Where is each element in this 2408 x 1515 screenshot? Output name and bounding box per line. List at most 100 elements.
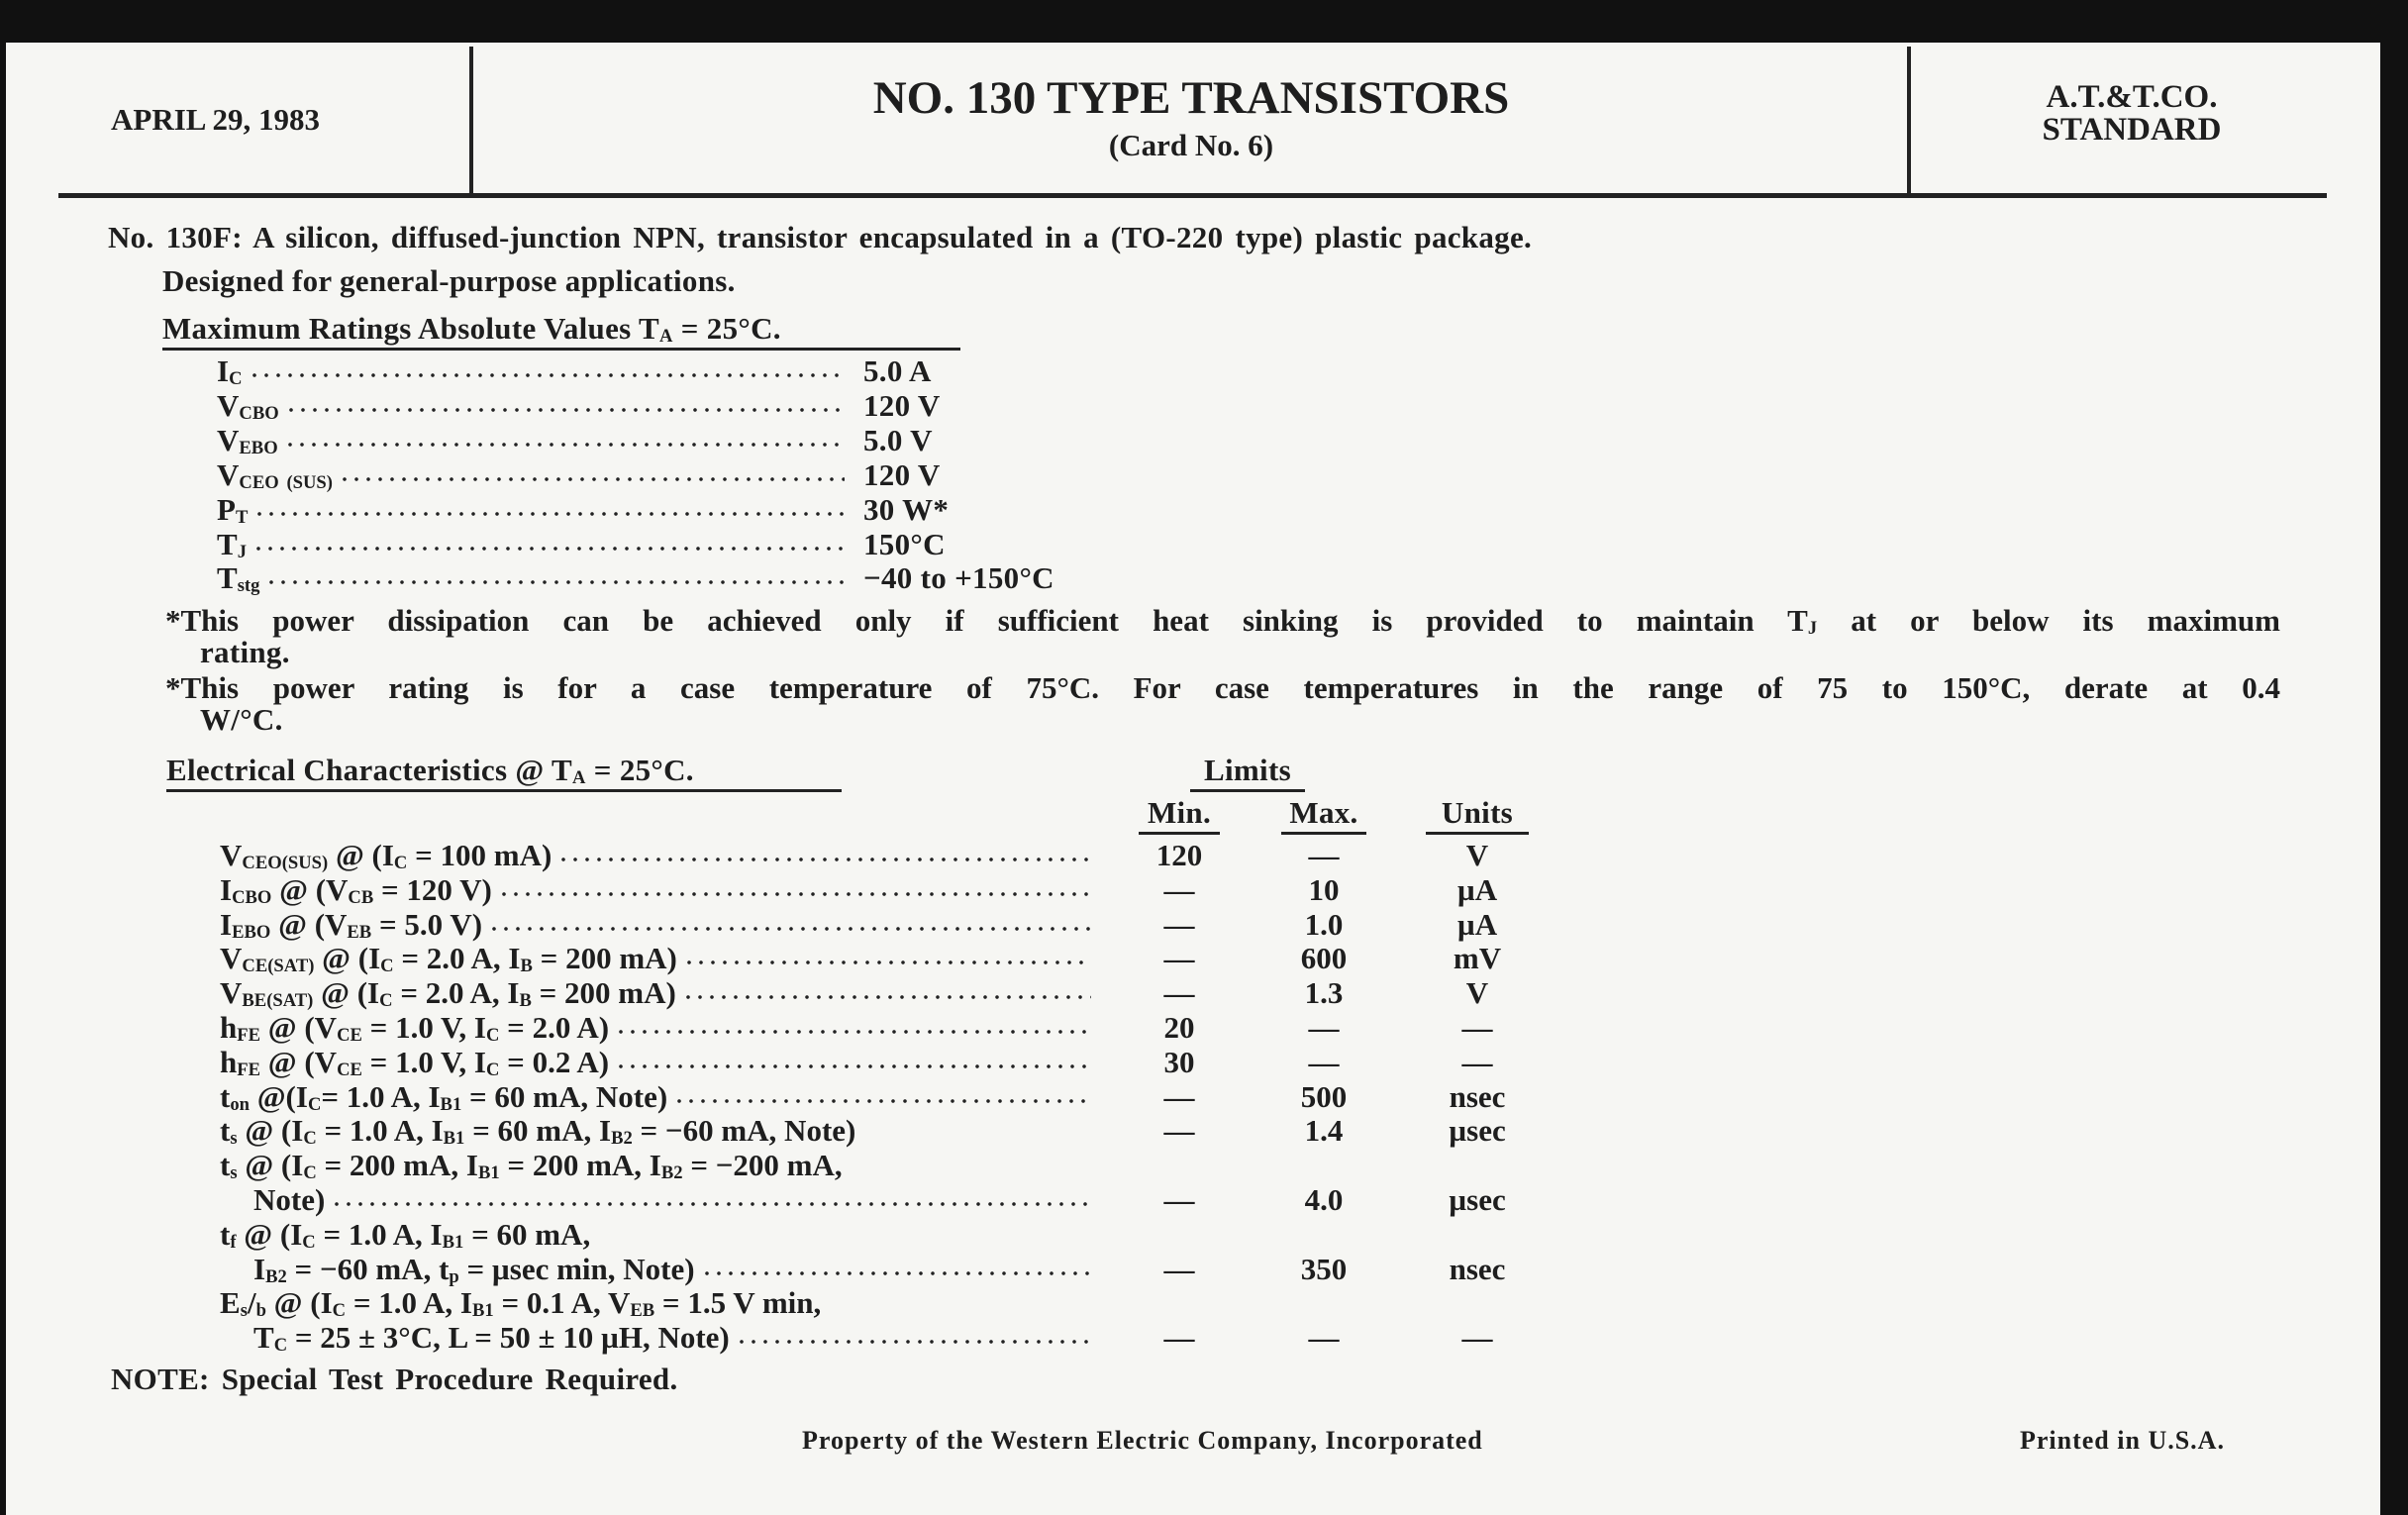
electrical-row-label: Note) [253,1182,1097,1217]
units-value: — [1461,1320,1493,1356]
rating-row: PT [217,492,851,527]
dot-leader [338,474,845,483]
rating-value: 30 W* [863,491,950,527]
max-value: — [1308,1044,1340,1079]
rating-value: 120 V [863,387,941,423]
rating-row: VCEO (SUS) [217,457,851,492]
max-value: 4.0 [1304,1182,1344,1217]
max-value: 1.4 [1304,1113,1344,1149]
intro-line-2: Designed for general-purpose application… [162,263,736,298]
rating-row: VCBO [217,388,851,423]
rating-parameter: Tstg [217,560,260,597]
max-column-header: Max. [1281,795,1366,835]
parameter-text: Es/b @ (IC = 1.0 A, IB1 = 0.1 A, VEB = 1… [220,1285,822,1322]
dot-leader [615,1028,1091,1036]
electrical-heading: Electrical Characteristics @ TA = 25°C. [166,753,842,792]
rating-row: Tstg [217,560,851,595]
dot-leader [284,405,845,414]
min-value: — [1163,1113,1195,1149]
rating-row: VEBO [217,423,851,457]
min-value: — [1163,975,1195,1011]
footnote-1-line-1: *This power dissipation can be achieved … [165,603,2280,639]
parameter-text: IB2 = −60 mA, tp = µsec min, Note) [253,1251,695,1287]
units-value: µsec [1449,1113,1506,1149]
max-ratings-heading: Maximum Ratings Absolute Values TA = 25°… [162,311,960,351]
rating-value: 120 V [863,456,941,492]
dot-leader [283,440,845,449]
rating-parameter: TJ [217,526,247,562]
dot-leader [331,1200,1091,1208]
electrical-row-label: hFE @ (VCE = 1.0 V, IC = 0.2 A) [220,1045,1097,1079]
parameter-text: Note) [253,1182,326,1217]
test-note: NOTE: Special Test Procedure Required. [111,1362,678,1396]
dot-leader [682,959,1091,967]
footnote-2-line-2: W/°C. [200,702,283,737]
parameter-text: ton @(IC= 1.0 A, IB1 = 60 mA, Note) [220,1078,668,1115]
parameter-text: IEBO @ (VEB = 5.0 V) [220,906,483,943]
min-value: 120 [1155,838,1203,872]
parameter-text: tf @ (IC = 1.0 A, IB1 = 60 mA, [220,1216,591,1253]
parameter-text: VBE(SAT) @ (IC = 2.0 A, IB = 200 mA) [220,975,676,1011]
electrical-row-label: ts @ (IC = 1.0 A, IB1 = 60 mA, IB2 = −60… [220,1113,1097,1148]
parameter-text: TC = 25 ± 3°C, L = 50 ± 10 µH, Note) [253,1320,730,1356]
units-value: µA [1456,906,1498,942]
electrical-row-label: ICBO @ (VCB = 120 V) [220,872,1097,907]
dot-leader [681,993,1091,1002]
rating-value: 5.0 A [863,354,932,388]
rating-parameter: VCBO [217,387,279,424]
parameter-text: VCEO(SUS) @ (IC = 100 mA) [220,838,552,873]
min-value: 20 [1163,1010,1195,1045]
rating-value: −40 to +150°C [863,560,1054,596]
min-value: — [1163,1320,1195,1356]
header-divider [469,47,473,195]
units-value: — [1461,1044,1493,1079]
electrical-row-label: IEBO @ (VEB = 5.0 V) [220,907,1097,942]
electrical-row-label: ts @ (IC = 200 mA, IB1 = 200 mA, IB2 = −… [220,1148,1097,1182]
electrical-row-label: ton @(IC= 1.0 A, IB1 = 60 mA, Note) [220,1079,1097,1114]
parameter-text: hFE @ (VCE = 1.0 V, IC = 2.0 A) [220,1010,610,1046]
units-value: nsec [1449,1251,1506,1286]
units-column-header: Units [1426,795,1529,835]
min-column-header: Min. [1139,795,1220,835]
electrical-row-label: VBE(SAT) @ (IC = 2.0 A, IB = 200 mA) [220,975,1097,1010]
max-value: — [1308,1320,1340,1356]
min-value: 30 [1163,1044,1195,1079]
standard-label-line2: STANDARD [2042,112,2222,148]
card-title: NO. 130 TYPE TRANSISTORS [872,72,1510,124]
parameter-text: VCE(SAT) @ (IC = 2.0 A, IB = 200 mA) [220,941,677,977]
rating-parameter: IC [217,354,243,389]
card-date: APRIL 29, 1983 [111,102,320,137]
units-value: nsec [1449,1078,1506,1114]
dot-leader [265,578,845,587]
dot-leader [497,889,1091,898]
footnote-2-line-1: *This power rating is for a case tempera… [165,670,2280,705]
dot-leader [251,544,845,553]
min-value: — [1163,1251,1195,1286]
rating-parameter: VCEO (SUS) [217,456,333,493]
parameter-text: ts @ (IC = 1.0 A, IB1 = 60 mA, IB2 = −60… [220,1113,856,1150]
property-notice: Property of the Western Electric Company… [802,1426,1483,1455]
min-value: — [1163,906,1195,942]
electrical-row-label: hFE @ (VCE = 1.0 V, IC = 2.0 A) [220,1010,1097,1045]
electrical-row-label: tf @ (IC = 1.0 A, IB1 = 60 mA, [220,1217,1097,1252]
units-value: — [1461,1010,1493,1045]
units-value: µsec [1449,1182,1506,1217]
dot-leader [253,509,845,518]
max-value: 350 [1300,1251,1348,1286]
rating-value: 150°C [863,526,946,561]
printed-in-notice: Printed in U.S.A. [2020,1426,2225,1455]
parameter-text: ICBO @ (VCB = 120 V) [220,871,492,908]
header-rule [58,193,2327,198]
dot-leader [735,1338,1091,1347]
min-value: — [1163,941,1195,976]
max-value: 500 [1300,1078,1348,1114]
max-value: 10 [1308,871,1340,907]
units-value: V [1465,975,1489,1011]
dot-leader [700,1268,1091,1277]
min-value: — [1163,1182,1195,1217]
max-value: — [1308,1010,1340,1045]
rating-row: TJ [217,527,851,561]
parameter-text: ts @ (IC = 200 mA, IB1 = 200 mA, IB2 = −… [220,1148,843,1183]
header-divider [1907,47,1911,195]
min-value: — [1163,871,1195,907]
